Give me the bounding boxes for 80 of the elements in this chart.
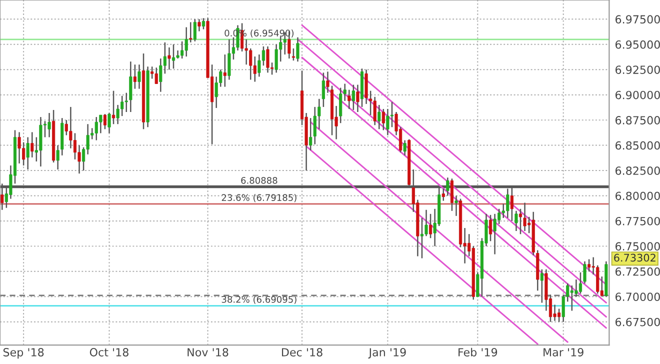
candlestick — [138, 64, 141, 90]
candlestick — [514, 210, 518, 232]
ref-line-label: 38.2% (6.69095) — [222, 296, 296, 304]
y-tick-label: 6.80000 — [616, 192, 660, 200]
candlestick — [112, 90, 116, 125]
candlestick — [116, 104, 120, 125]
y-tick-label: 6.77500 — [616, 216, 660, 226]
candlestick — [26, 136, 30, 170]
candlestick — [588, 258, 591, 272]
y-tick-label: 6.87500 — [616, 116, 660, 124]
candlestick — [159, 58, 162, 92]
candlestick — [266, 46, 270, 74]
candlestick — [48, 112, 51, 138]
y-tick-label: 6.95000 — [616, 40, 660, 49]
candlestick — [133, 64, 136, 90]
y-tick-label: 6.72500 — [616, 267, 660, 276]
candlestick — [296, 36, 300, 62]
candlestick — [309, 117, 312, 151]
candlestick — [198, 18, 201, 32]
candlestick — [493, 213, 496, 255]
x-tick-label: Jan '19 — [368, 348, 406, 359]
y-tick-label: 6.75000 — [616, 242, 660, 251]
text: 6.73302 — [614, 254, 656, 262]
candlestick — [124, 92, 128, 113]
candlestick — [373, 96, 376, 126]
candlestick — [184, 26, 188, 58]
candlestick — [386, 108, 390, 136]
candlestick — [429, 213, 432, 239]
ref-line-label: 6.80888 — [241, 176, 278, 184]
candlestick — [390, 101, 394, 128]
candlestick — [352, 84, 355, 111]
candlestick — [326, 71, 330, 94]
candlestick — [574, 278, 578, 298]
candlestick — [403, 140, 406, 156]
y-tick-label: 6.70000 — [616, 292, 660, 302]
x-tick-label: Dec '18 — [282, 348, 322, 356]
candlestick — [523, 202, 526, 232]
candlestick — [30, 132, 34, 158]
candlestick — [129, 60, 132, 113]
candlestick — [193, 18, 196, 42]
x-tick-label: Feb '19 — [458, 348, 498, 356]
candlestick — [339, 87, 342, 124]
candlestick — [108, 112, 111, 134]
ref-line-label: 23.6% (6.79185) — [222, 194, 296, 202]
candlestick — [103, 113, 106, 130]
candlestick — [172, 44, 176, 70]
candlestick — [202, 18, 206, 30]
candlestick — [189, 22, 192, 43]
candlestick — [154, 66, 158, 84]
candlestick — [454, 195, 458, 217]
y-tick-label: 6.85000 — [616, 141, 660, 150]
candlestick — [18, 132, 21, 164]
candlestick — [420, 217, 424, 259]
candlestick — [488, 214, 492, 242]
candlestick — [382, 108, 385, 131]
candlestick — [583, 260, 586, 284]
candlestick — [540, 268, 544, 304]
candlestick — [168, 46, 171, 70]
y-tick-label: 6.92500 — [616, 66, 660, 74]
y-tick-label: 6.82500 — [616, 166, 660, 175]
candlestick — [356, 84, 360, 113]
y-tick-label: 6.67500 — [616, 318, 660, 326]
candlestick — [292, 48, 295, 62]
y-tick-label: 6.90000 — [616, 90, 660, 100]
candlestick — [424, 209, 428, 237]
candlestick — [518, 208, 522, 235]
candlestick — [56, 144, 60, 170]
candlestick — [378, 104, 381, 130]
x-tick-label: Mar '19 — [544, 348, 584, 356]
y-tick-label: 6.97500 — [616, 15, 660, 24]
candlestick — [73, 132, 77, 160]
candlestick — [223, 54, 226, 88]
candlestick — [228, 38, 231, 80]
x-tick-label: Nov '18 — [188, 348, 228, 356]
candlestick — [258, 54, 261, 78]
candlestick — [348, 89, 351, 110]
x-tick-label: Sep '18 — [3, 348, 44, 359]
candlestick — [578, 272, 582, 294]
candlestick — [322, 72, 325, 108]
x-tick-label: Oct '18 — [90, 348, 128, 356]
